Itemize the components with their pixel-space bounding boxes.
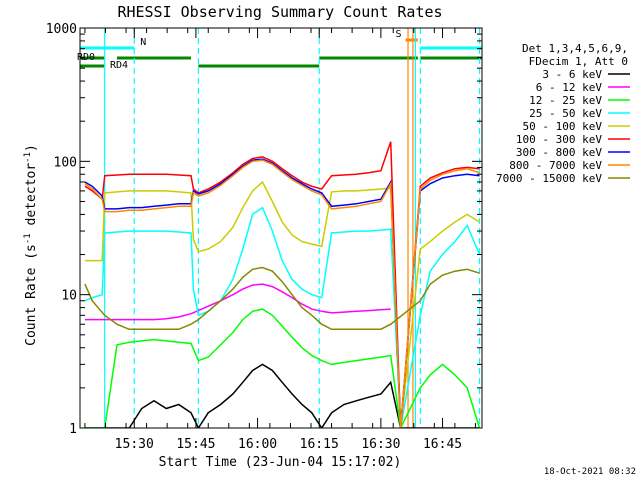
chart-title: RHESSI Observing Summary Count Rates (117, 3, 442, 21)
series-line-2 (84, 308, 481, 428)
y-tick-label: 1 (69, 422, 77, 437)
legend-entry-label: 3 - 6 keV (542, 68, 602, 81)
y-tick-label: 100 (54, 155, 77, 170)
legend-entry-label: 100 - 300 keV (516, 133, 602, 146)
legend-entry-label: 25 - 50 keV (529, 107, 602, 120)
series-line-7 (84, 159, 480, 428)
legend-entry-label: 50 - 100 keV (523, 120, 603, 133)
x-tick-label: 16:00 (238, 437, 277, 452)
legend: Det 1,3,4,5,6,9,FDecim 1, Att 03 - 6 keV… (496, 42, 630, 185)
x-tick-label: 15:45 (176, 437, 215, 452)
state-bars: N S RD0 RD4 (77, 29, 482, 71)
y-tick-label: 1000 (46, 22, 77, 37)
state-bar-label-n: N (140, 37, 146, 48)
state-bar-label-rd4: RD4 (110, 60, 128, 71)
x-tick-label: 15:30 (115, 437, 154, 452)
x-tick-label: 16:30 (361, 437, 400, 452)
state-bar-label-rd0: RD0 (77, 52, 95, 63)
series-line-0 (84, 363, 480, 428)
legend-entry-label: 6 - 12 keV (536, 81, 603, 94)
mode-marker-lines (104, 28, 481, 428)
series-lines (84, 141, 481, 428)
legend-entry-label: 300 - 800 keV (516, 146, 602, 159)
legend-entry-label: 12 - 25 keV (529, 94, 602, 107)
timestamp: 18-Oct-2021 08:32 (544, 467, 636, 477)
series-line-5 (84, 141, 480, 428)
legend-header-line: FDecim 1, Att 0 (529, 55, 628, 68)
axes: 1 10 100 1000 15:30 15:45 16:00 16:15 16:30 16:45 (46, 22, 483, 452)
x-tick-label: 16:15 (300, 437, 339, 452)
series-line-8 (84, 266, 480, 331)
plot-frame (79, 27, 483, 429)
y-tick-label: 10 (61, 289, 77, 304)
legend-header-line: Det 1,3,4,5,6,9, (522, 42, 628, 55)
state-bar-label-s: S (396, 29, 402, 40)
x-tick-label: 16:45 (423, 437, 462, 452)
series-line-1 (84, 283, 391, 321)
x-axis-label: Start Time (23-Jun-04 15:17:02) (159, 455, 402, 470)
legend-entry-label: 800 - 7000 keV (509, 159, 602, 172)
legend-entry-label: 7000 - 15000 keV (496, 172, 602, 185)
y-axis-label: Count Rate (s-1 detector-1) (23, 144, 39, 346)
